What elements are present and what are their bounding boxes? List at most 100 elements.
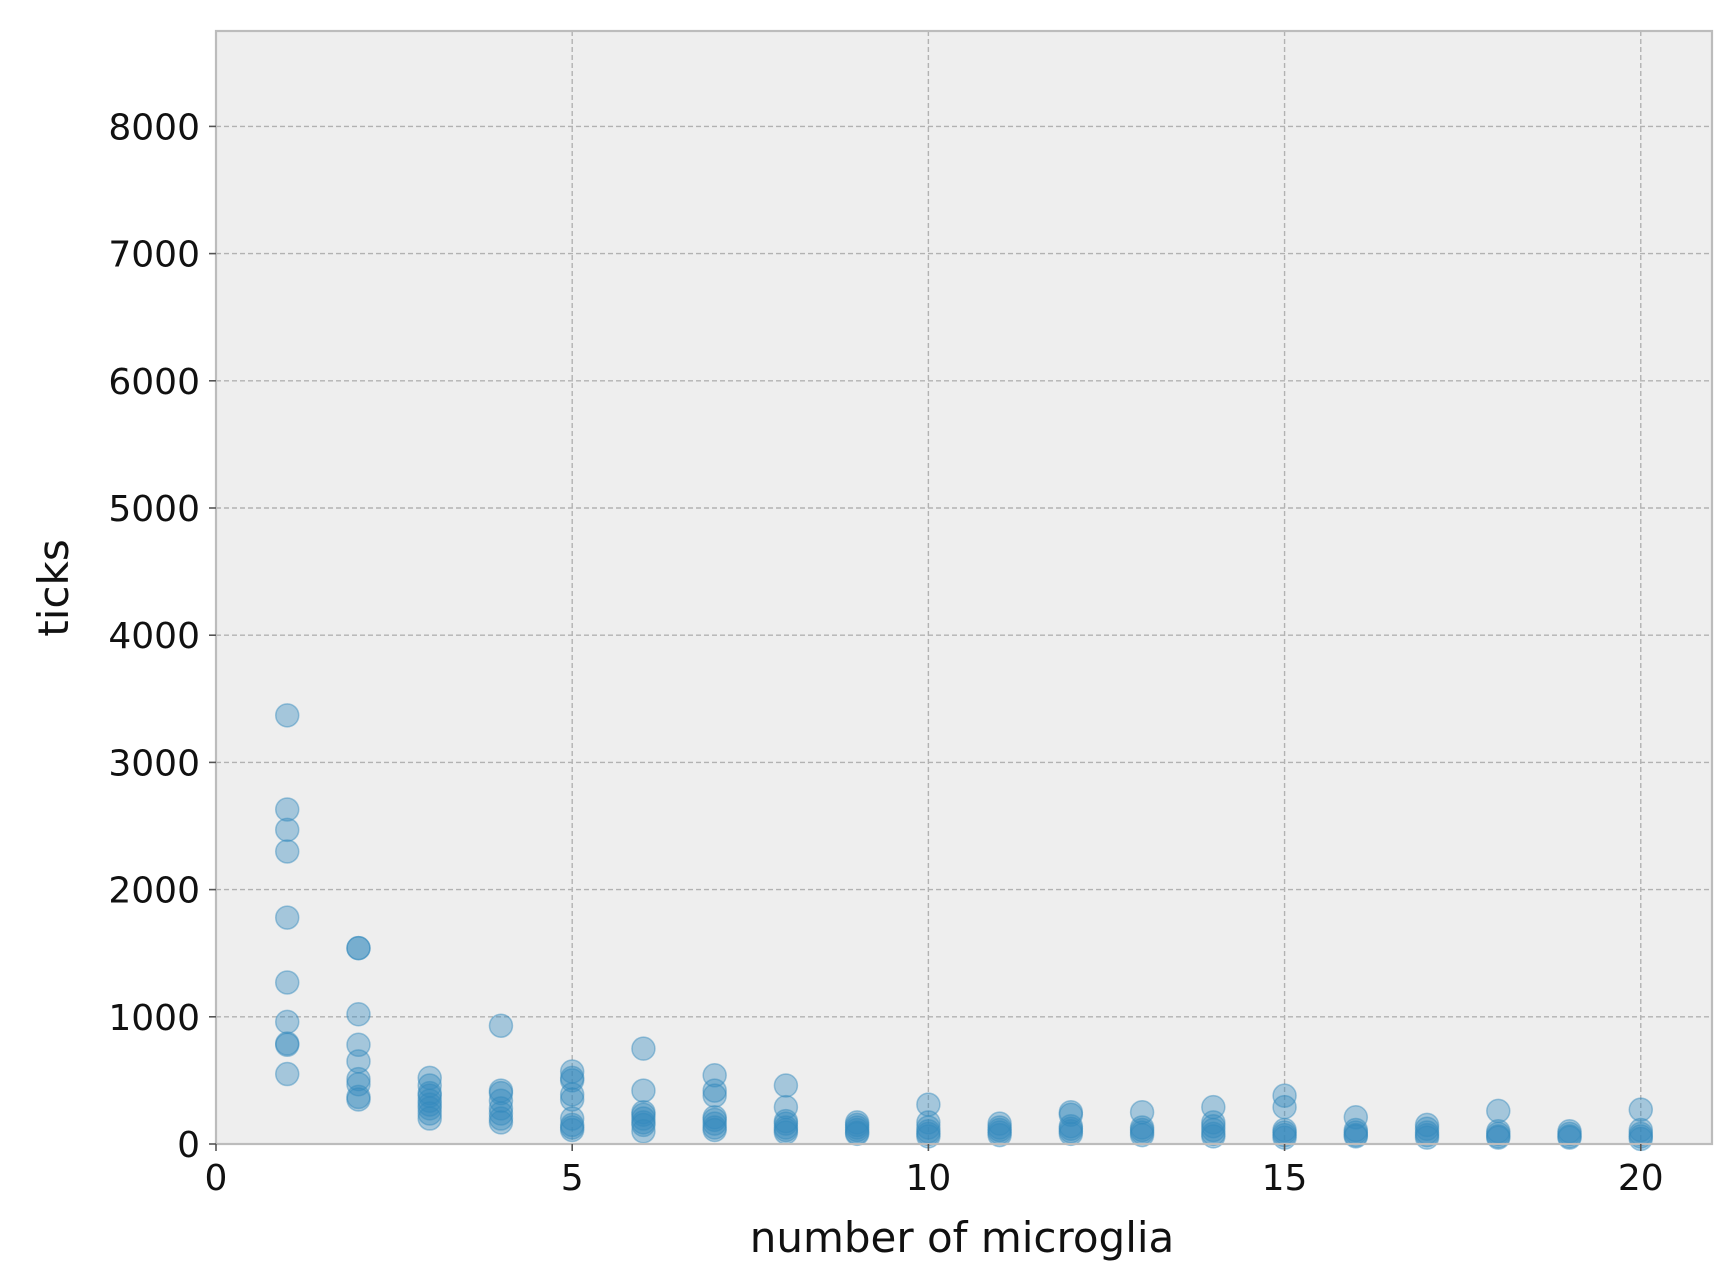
- data-point: [1343, 1117, 1369, 1143]
- x-tick-label: 20: [1618, 1158, 1664, 1199]
- data-point: [488, 1080, 514, 1106]
- data-point: [773, 1111, 799, 1136]
- data-point: [1486, 1098, 1511, 1124]
- data-point: [488, 1110, 514, 1135]
- data-point: [702, 1063, 727, 1088]
- tick-labels: 0 5 10 15 20 0 1000 2000 3000 4000 5000 6000 7000 800…: [108, 107, 1663, 1199]
- y-tick-label: 6000: [108, 362, 200, 403]
- data-point: [773, 1094, 799, 1120]
- data-point: [1628, 1097, 1654, 1122]
- data-point: [631, 1112, 656, 1138]
- data-point: [559, 1082, 585, 1107]
- data-point: [631, 1106, 656, 1131]
- data-point: [346, 935, 371, 961]
- plot-frame: [214, 29, 1714, 1146]
- y-axis-label: ticks: [29, 539, 78, 636]
- data-point: [631, 1078, 656, 1103]
- data-point: [773, 1117, 799, 1143]
- data-point: [702, 1115, 727, 1140]
- data-point: [488, 1106, 514, 1131]
- x-axis-label: number of microglia: [750, 1213, 1175, 1262]
- data-point: [1058, 1113, 1084, 1139]
- data-point: [1343, 1105, 1369, 1130]
- plot-area: [216, 31, 1712, 1144]
- x-tick-label: 5: [561, 1158, 584, 1199]
- data-points: [274, 703, 1654, 1152]
- data-point: [274, 1032, 300, 1058]
- data-point: [1058, 1116, 1084, 1141]
- data-point: [417, 1088, 442, 1114]
- data-point: [916, 1092, 941, 1117]
- data-point: [417, 1092, 442, 1117]
- data-point: [987, 1117, 1012, 1143]
- data-point: [274, 970, 300, 995]
- data-point: [488, 1088, 514, 1114]
- data-point: [1486, 1121, 1511, 1147]
- data-point: [1201, 1117, 1226, 1143]
- data-point: [346, 1066, 371, 1092]
- data-point: [773, 1115, 799, 1140]
- data-point: [631, 1119, 656, 1144]
- data-point: [1272, 1083, 1297, 1108]
- data-point: [773, 1073, 799, 1098]
- data-point: [559, 1087, 585, 1112]
- grid-lines: [216, 31, 1712, 1144]
- data-point: [346, 1087, 371, 1112]
- data-point: [1201, 1113, 1226, 1139]
- data-point: [1201, 1124, 1226, 1149]
- data-point: [773, 1108, 799, 1134]
- data-point: [488, 1096, 514, 1121]
- data-point: [631, 1099, 656, 1125]
- y-tick-label: 8000: [108, 107, 200, 148]
- data-point: [987, 1111, 1012, 1136]
- data-point: [916, 1119, 941, 1144]
- data-point: [417, 1083, 442, 1108]
- data-point: [346, 1084, 371, 1110]
- data-point: [1058, 1099, 1084, 1125]
- data-point: [417, 1065, 442, 1091]
- data-point: [702, 1117, 727, 1143]
- data-point: [1201, 1121, 1226, 1147]
- data-point: [1058, 1102, 1084, 1127]
- y-tick-label: 4000: [108, 616, 200, 657]
- data-point: [488, 1101, 514, 1126]
- data-point: [274, 797, 300, 822]
- data-point: [987, 1115, 1012, 1140]
- y-tick-label: 3000: [108, 743, 200, 784]
- data-point: [274, 817, 300, 843]
- data-point: [346, 1032, 371, 1058]
- data-point: [631, 1110, 656, 1135]
- data-point: [1129, 1099, 1155, 1125]
- data-point: [844, 1117, 870, 1143]
- data-point: [417, 1096, 442, 1121]
- data-point: [559, 1117, 585, 1143]
- data-point: [1343, 1122, 1369, 1148]
- data-point: [1557, 1125, 1582, 1150]
- data-point: [1486, 1119, 1511, 1144]
- data-point: [559, 1068, 585, 1093]
- data-point: [346, 1049, 371, 1074]
- x-tick-label: 0: [205, 1158, 228, 1199]
- data-point: [1201, 1110, 1226, 1135]
- data-point: [631, 1102, 656, 1127]
- data-point: [274, 1031, 300, 1056]
- data-point: [274, 703, 300, 728]
- data-point: [1486, 1125, 1511, 1150]
- data-point: [1414, 1112, 1440, 1138]
- data-point: [559, 1112, 585, 1138]
- data-point: [346, 1002, 371, 1027]
- data-point: [1557, 1119, 1582, 1144]
- y-tick-label: 0: [177, 1125, 200, 1166]
- data-point: [702, 1107, 727, 1133]
- data-point: [559, 1106, 585, 1131]
- data-point: [702, 1105, 727, 1130]
- data-point: [1058, 1119, 1084, 1144]
- data-point: [631, 1036, 656, 1061]
- data-point: [346, 1071, 371, 1097]
- data-point: [274, 1061, 300, 1087]
- data-point: [1557, 1121, 1582, 1147]
- data-point: [844, 1112, 870, 1138]
- data-point: [1343, 1124, 1369, 1149]
- data-point: [702, 1111, 727, 1136]
- data-point: [1272, 1094, 1297, 1120]
